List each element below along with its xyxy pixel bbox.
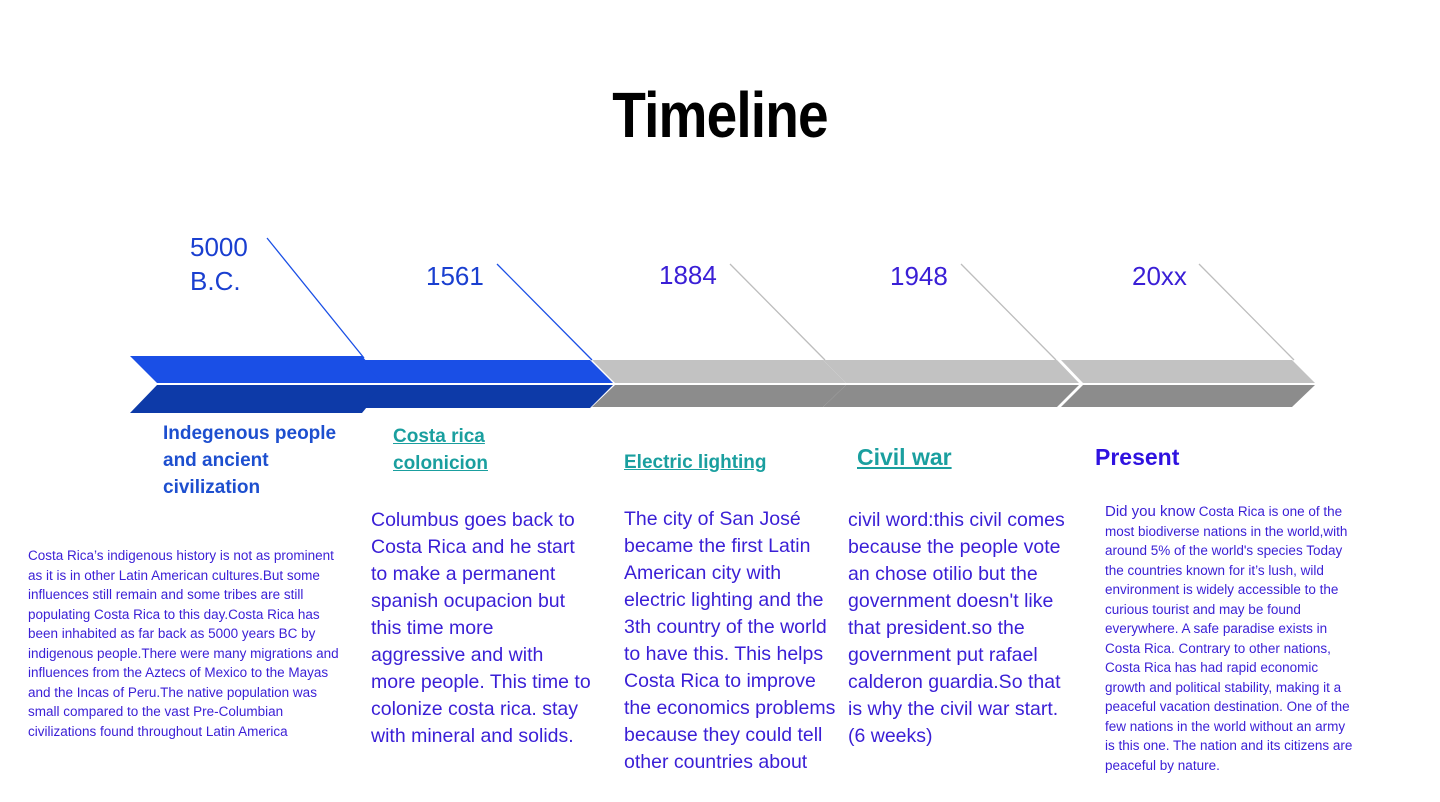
timeline-segment-2 <box>360 360 613 408</box>
timeline-segment-1 <box>130 356 385 413</box>
event-heading-2[interactable]: Costa rica colonicion <box>393 426 488 474</box>
event-heading-1: Indegenous people and ancient civilizati… <box>163 423 337 498</box>
event-description-3: The city of San José became the first La… <box>624 508 836 773</box>
pointer-line-3 <box>729 263 826 361</box>
timeline-segment-3 <box>592 360 846 407</box>
pointer-line-1 <box>266 237 365 359</box>
event-heading-5: Present <box>1095 444 1180 470</box>
pointer-line-5 <box>1198 263 1295 361</box>
timeline-segment-5 <box>1061 360 1315 407</box>
event-year-4: 1948 <box>890 261 948 291</box>
event-description-2: Columbus goes back to Costa Rica and he … <box>371 509 591 747</box>
event-description-5-body: Costa Rica is one of the most biodiverse… <box>1105 504 1353 773</box>
page-title: Timeline <box>612 79 828 151</box>
event-description-5: Did you know Costa Rica is one of the mo… <box>1105 502 1353 775</box>
event-heading-4[interactable]: Civil war <box>857 444 952 470</box>
event-year-1: 5000 B.C. <box>190 232 248 296</box>
event-description-5-lead: Did you know <box>1105 503 1196 520</box>
event-description-1: Costa Rica’s indigenous history is not a… <box>28 548 339 739</box>
pointer-line-2 <box>496 263 593 361</box>
timeline-segment-4 <box>823 360 1079 407</box>
event-year-5: 20xx <box>1132 261 1187 291</box>
event-description-4: civil word:this civil comes because the … <box>848 509 1065 747</box>
pointer-line-4 <box>960 263 1057 361</box>
event-year-3: 1884 <box>659 260 717 290</box>
event-year-2: 1561 <box>426 261 484 291</box>
event-heading-3[interactable]: Electric lighting <box>624 452 767 473</box>
